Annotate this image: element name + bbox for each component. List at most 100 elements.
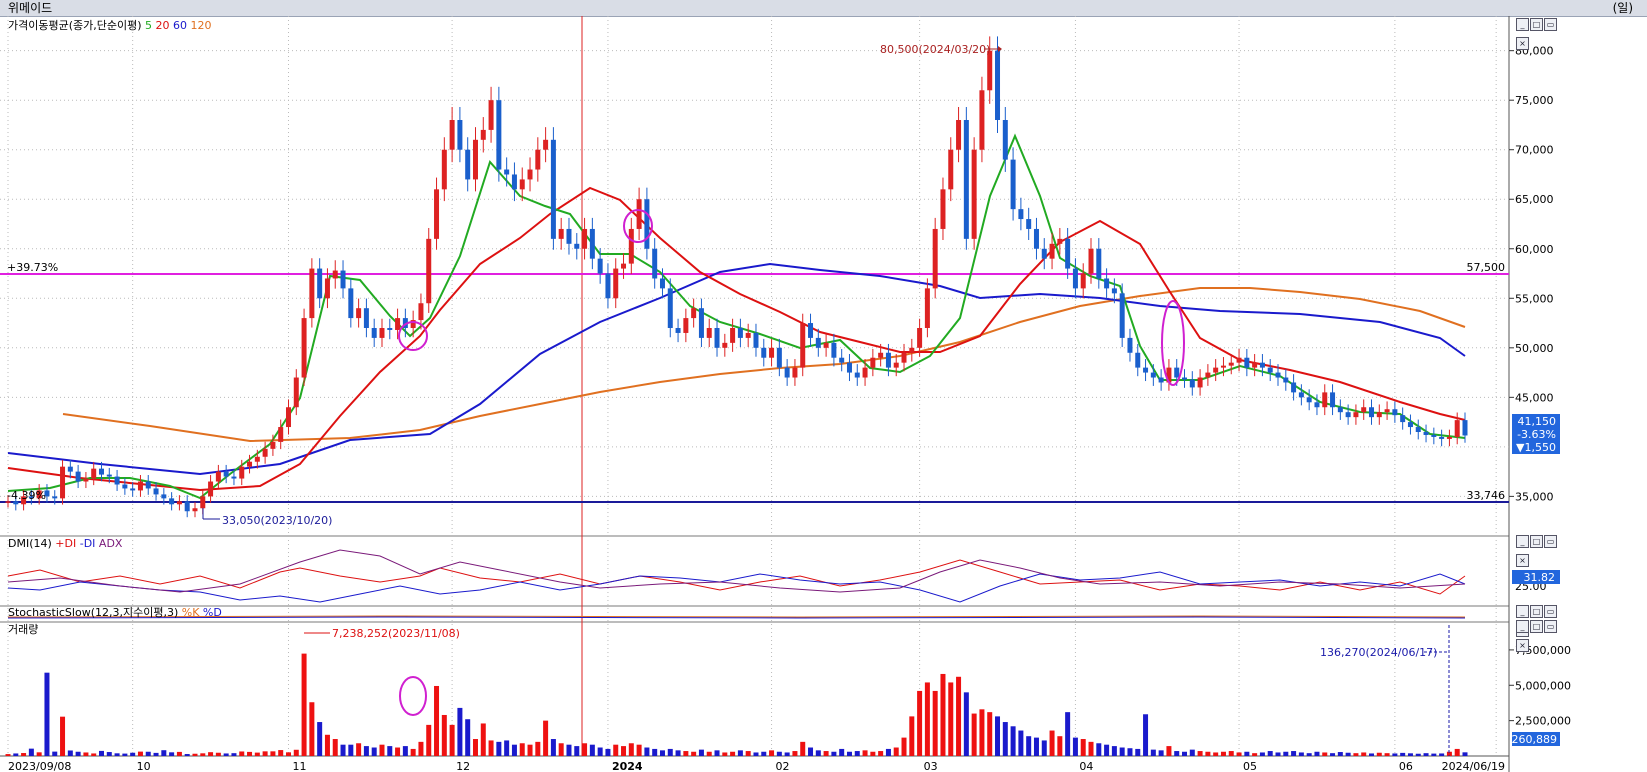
candle (1135, 343, 1141, 377)
volume-bar (1150, 749, 1156, 756)
candle (948, 137, 954, 202)
candle (1166, 359, 1172, 391)
volume-bar (402, 746, 408, 756)
candle (36, 484, 42, 505)
volume-bar (441, 714, 447, 756)
volume-panel-controls[interactable]: _ □ ▭ × (1516, 620, 1568, 652)
volume-bar (839, 748, 845, 756)
price-tick-label: 35,000 (1515, 490, 1554, 503)
volume-bar (878, 751, 884, 756)
candle (1033, 217, 1039, 260)
candle (885, 343, 891, 377)
candle (67, 459, 73, 479)
volume-tick-label: 2,500,000 (1515, 715, 1571, 728)
volume-bar (1213, 752, 1219, 756)
price-tick-label: 65,000 (1515, 193, 1554, 206)
candle (254, 449, 260, 469)
candle (558, 217, 564, 250)
upper-percent-label: +39.73% (7, 261, 58, 274)
volume-bar (659, 750, 665, 756)
ma60-line (7, 262, 1466, 476)
candle (130, 482, 136, 497)
candle (831, 333, 837, 367)
title-bar: 위메이드 (일) (0, 0, 1647, 17)
volume-bar (1041, 740, 1047, 756)
volume-bar (122, 753, 128, 756)
volume-bar (434, 685, 440, 756)
volume-bar (582, 743, 588, 756)
candle (1330, 384, 1336, 416)
candle (737, 318, 743, 347)
candle (285, 399, 291, 435)
volume-bar (862, 750, 868, 756)
volume-bar (730, 751, 736, 756)
volume-bar (1431, 753, 1437, 756)
volume-bar (239, 751, 245, 756)
volume-bar (1174, 751, 1180, 756)
volume-bar (1065, 712, 1071, 756)
volume-bar (636, 744, 642, 756)
volume-bar (340, 744, 346, 756)
candle (769, 338, 775, 367)
high-annotation: 80,500(2024/03/20) (880, 43, 990, 56)
volume-bar (1446, 751, 1452, 756)
panel-frames (0, 16, 1510, 772)
volume-bar (1361, 752, 1367, 756)
candle (917, 318, 923, 357)
candle (956, 106, 962, 163)
volume-bar (278, 750, 284, 756)
volume-bar (91, 753, 97, 756)
volume-bar (200, 753, 206, 756)
date-axis: 2023/09/08 10 11 12 2024 02 03 04 05 06 2024/06/19 (8, 760, 1505, 772)
volume-bar (301, 653, 307, 756)
candle (1065, 227, 1071, 279)
maximize-icon: □ (1530, 535, 1543, 548)
volume-bar (21, 753, 27, 756)
candle (504, 157, 510, 187)
volume-bar (550, 739, 556, 756)
candle (488, 86, 494, 143)
volume-bar (589, 744, 595, 756)
price-panel-controls[interactable]: _ □ ▭ × (1516, 18, 1568, 50)
volume-bar (1462, 752, 1468, 756)
candle (169, 492, 175, 511)
period-unit[interactable]: (일) (1612, 1, 1633, 15)
candle (776, 338, 782, 377)
volume-bar (776, 751, 782, 756)
candle (496, 86, 502, 182)
volume-bar (854, 751, 860, 756)
volume-bar (995, 716, 1001, 756)
volume-bar (1423, 753, 1429, 756)
candle (137, 475, 143, 497)
candle (472, 127, 478, 192)
dmi-panel-controls[interactable]: _ □ ▭ × (1516, 535, 1568, 567)
volume-bar (1236, 752, 1242, 756)
candle (44, 484, 50, 503)
volume-bar (831, 751, 837, 756)
volume-bar (496, 741, 502, 756)
volume-bar (395, 747, 401, 756)
volume-bar (231, 753, 237, 756)
volume-bar (60, 716, 66, 756)
candle (184, 495, 190, 518)
volume-peak-annotation: 7,238,252(2023/11/08) (332, 627, 460, 640)
volume-bar (1376, 752, 1382, 756)
candle (231, 469, 237, 486)
volume-bar (792, 751, 798, 756)
date-tick-label: 10 (137, 760, 151, 772)
candle (979, 76, 985, 163)
stoch-panel-controls[interactable]: _□▭× (1516, 605, 1568, 637)
candle (324, 268, 330, 309)
volume-bar (1407, 753, 1413, 756)
annotations (202, 46, 1450, 756)
candle (527, 157, 533, 192)
grid-lines (0, 16, 1509, 756)
volume-bar (901, 737, 907, 756)
volume-bar (52, 751, 58, 756)
date-tick-label: 06 (1399, 760, 1413, 772)
volume-bar (956, 676, 962, 756)
candle (1454, 412, 1460, 445)
maximize-icon: □ (1530, 620, 1543, 633)
restore-icon: ▭ (1544, 535, 1557, 548)
ma20-line (7, 186, 1466, 492)
